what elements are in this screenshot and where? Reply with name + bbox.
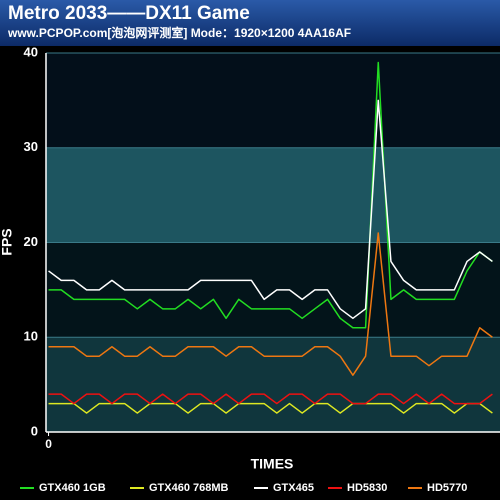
legend-label: GTX465: [273, 482, 314, 494]
series-line: [48, 99, 493, 320]
legend-label: HD5830: [347, 482, 387, 494]
legend-label: HD5770: [427, 482, 467, 494]
y-tick-label: 10: [24, 329, 38, 344]
y-tick-label: 20: [24, 234, 38, 249]
series-line: [48, 393, 493, 405]
y-tick-label: 30: [24, 139, 38, 154]
grid-band: [46, 53, 500, 148]
grid-band: [46, 337, 500, 432]
series-line: [48, 61, 493, 329]
plot-area: 0 10 20 30 40 0: [24, 44, 500, 451]
chart-title: Metro 2033——DX11 Game: [8, 3, 250, 24]
x-tick-label: 0: [45, 437, 52, 451]
header: [0, 0, 500, 46]
chart-subtitle: www.PCPOP.com[泡泡网评测室] Mode：1920×1200 4AA…: [7, 25, 351, 40]
series-line: [48, 232, 493, 376]
y-tick-label: 0: [31, 423, 38, 438]
legend: GTX460 1GB GTX460 768MB GTX465 HD5830 HD5770: [20, 482, 467, 494]
y-tick-label: 40: [24, 44, 38, 59]
x-axis-label: TIMES: [251, 456, 294, 472]
y-axis-label: FPS: [0, 228, 15, 255]
grid-band: [46, 147, 500, 243]
legend-label: GTX460 768MB: [149, 482, 229, 494]
series-line: [48, 402, 493, 414]
legend-label: GTX460 1GB: [39, 482, 106, 494]
